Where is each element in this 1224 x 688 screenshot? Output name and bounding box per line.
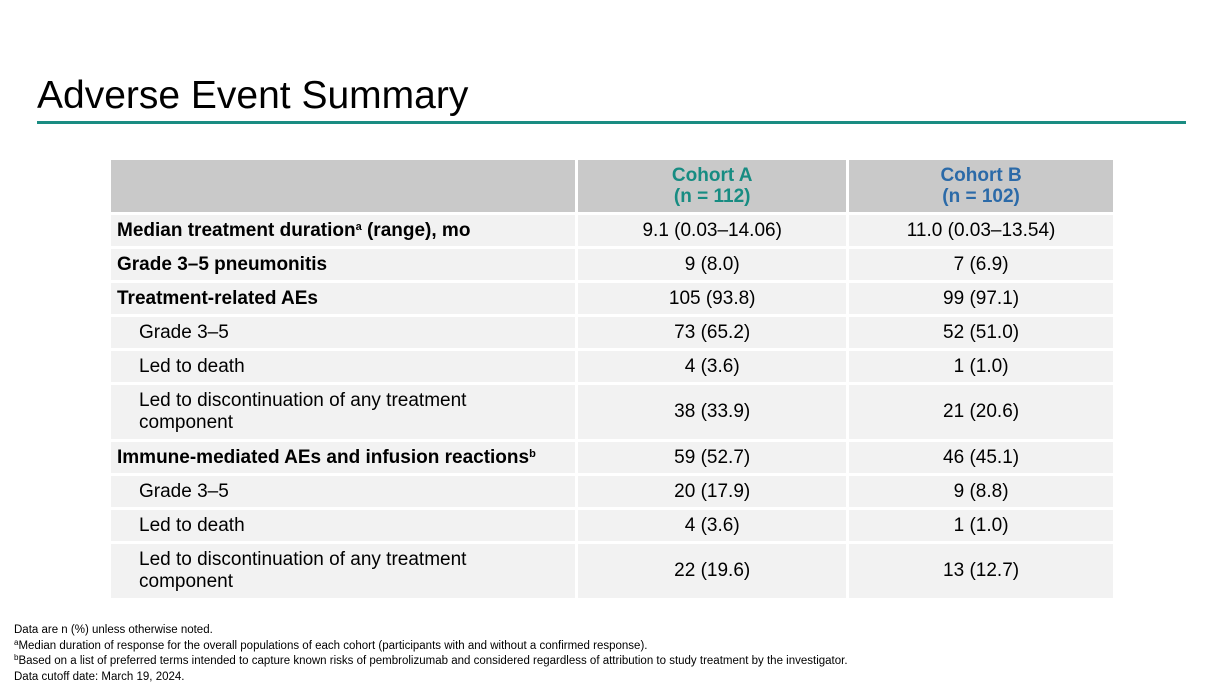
footnote-line: Data cutoff date: March 19, 2024. [14,670,185,683]
row-label-line2: component [139,412,234,433]
slide-title: Adverse Event Summary [37,74,469,117]
cohort-a-value: 9 (8.0) [578,249,850,283]
table-header-row: Cohort A (n = 112) Cohort B (n = 102) [111,160,1113,215]
cohort-a-value: 59 (52.7) [578,442,850,476]
cohort-a-value: 4 (3.6) [578,510,850,544]
cohort-a-value: 4 (3.6) [578,351,850,385]
table-row: Grade 3–5 20 (17.9) 9 (8.8) [111,476,1113,510]
header-label-cell [111,160,579,215]
table-row: Led to death 4 (3.6) 1 (1.0) [111,510,1113,544]
header-cohort-a: Cohort A (n = 112) [578,160,850,215]
row-label-line1: Led to discontinuation of any treatment [139,549,467,570]
table-row: Median treatment durationa (range), mo 9… [111,215,1113,249]
table-row: Led to death 4 (3.6) 1 (1.0) [111,351,1113,385]
cohort-a-value: 73 (65.2) [578,317,850,351]
footnote-marker: b [529,447,536,460]
cohort-b-value: 11.0 (0.03–13.54) [849,215,1113,249]
footnote-text: Based on a list of preferred terms inten… [18,655,848,667]
title-divider [37,121,1186,124]
footnotes: Data are n (%) unless otherwise noted. a… [14,623,848,685]
cohort-b-name: Cohort B [940,165,1022,186]
footnote-line: aMedian duration of response for the ove… [14,637,848,655]
row-label: Grade 3–5 pneumonitis [111,249,579,283]
cohort-b-value: 7 (6.9) [849,249,1113,283]
footnote-marker: a [355,220,362,233]
row-label: Grade 3–5 [111,476,579,510]
cohort-b-n: (n = 102) [942,186,1020,207]
footnote-marker: a [14,637,19,647]
cohort-a-value: 105 (93.8) [578,283,850,317]
header-cohort-b: Cohort B (n = 102) [849,160,1113,215]
cohort-b-value: 52 (51.0) [849,317,1113,351]
cohort-b-value: 1 (1.0) [849,351,1113,385]
row-label: Led to death [111,510,579,544]
row-label: Led to discontinuation of any treatment … [111,544,579,601]
cohort-a-value: 9.1 (0.03–14.06) [578,215,850,249]
cohort-a-value: 22 (19.6) [578,544,850,601]
row-label-line2: component [139,571,234,592]
footnote-line: Data are n (%) unless otherwise noted. [14,624,213,636]
row-label: Treatment-related AEs [111,283,579,317]
table-row: Grade 3–5 73 (65.2) 52 (51.0) [111,317,1113,351]
cohort-b-value: 21 (20.6) [849,385,1113,442]
row-label-suffix: (range), mo [361,219,471,241]
row-label-text: Median treatment duration [117,219,356,241]
table-row: Led to discontinuation of any treatment … [111,544,1113,601]
table-row: Immune-mediated AEs and infusion reactio… [111,442,1113,476]
table-row: Grade 3–5 pneumonitis 9 (8.0) 7 (6.9) [111,249,1113,283]
cohort-a-name: Cohort A [671,165,753,186]
row-label: Led to discontinuation of any treatment … [111,385,579,442]
cohort-a-value: 38 (33.9) [578,385,850,442]
row-label: Grade 3–5 [111,317,579,351]
cohort-b-value: 13 (12.7) [849,544,1113,601]
cohort-a-value: 20 (17.9) [578,476,850,510]
cohort-b-value: 9 (8.8) [849,476,1113,510]
row-label: Immune-mediated AEs and infusion reactio… [111,442,579,476]
row-label: Median treatment durationa (range), mo [111,215,579,249]
row-label: Led to death [111,351,579,385]
row-label-text: Immune-mediated AEs and infusion reactio… [117,446,530,468]
footnote-marker: b [14,653,19,662]
cohort-b-value: 46 (45.1) [849,442,1113,476]
table-row: Treatment-related AEs 105 (93.8) 99 (97.… [111,283,1113,317]
footnote-line: bBased on a list of preferred terms inte… [14,654,848,670]
footnote-text: Median duration of response for the over… [18,639,648,652]
row-label-line1: Led to discontinuation of any treatment [139,390,467,411]
cohort-b-value: 99 (97.1) [849,283,1113,317]
cohort-a-n: (n = 112) [673,186,751,207]
cohort-b-value: 1 (1.0) [849,510,1113,544]
adverse-event-table: Cohort A (n = 112) Cohort B (n = 102) Me… [111,160,1113,601]
table-row: Led to discontinuation of any treatment … [111,385,1113,442]
